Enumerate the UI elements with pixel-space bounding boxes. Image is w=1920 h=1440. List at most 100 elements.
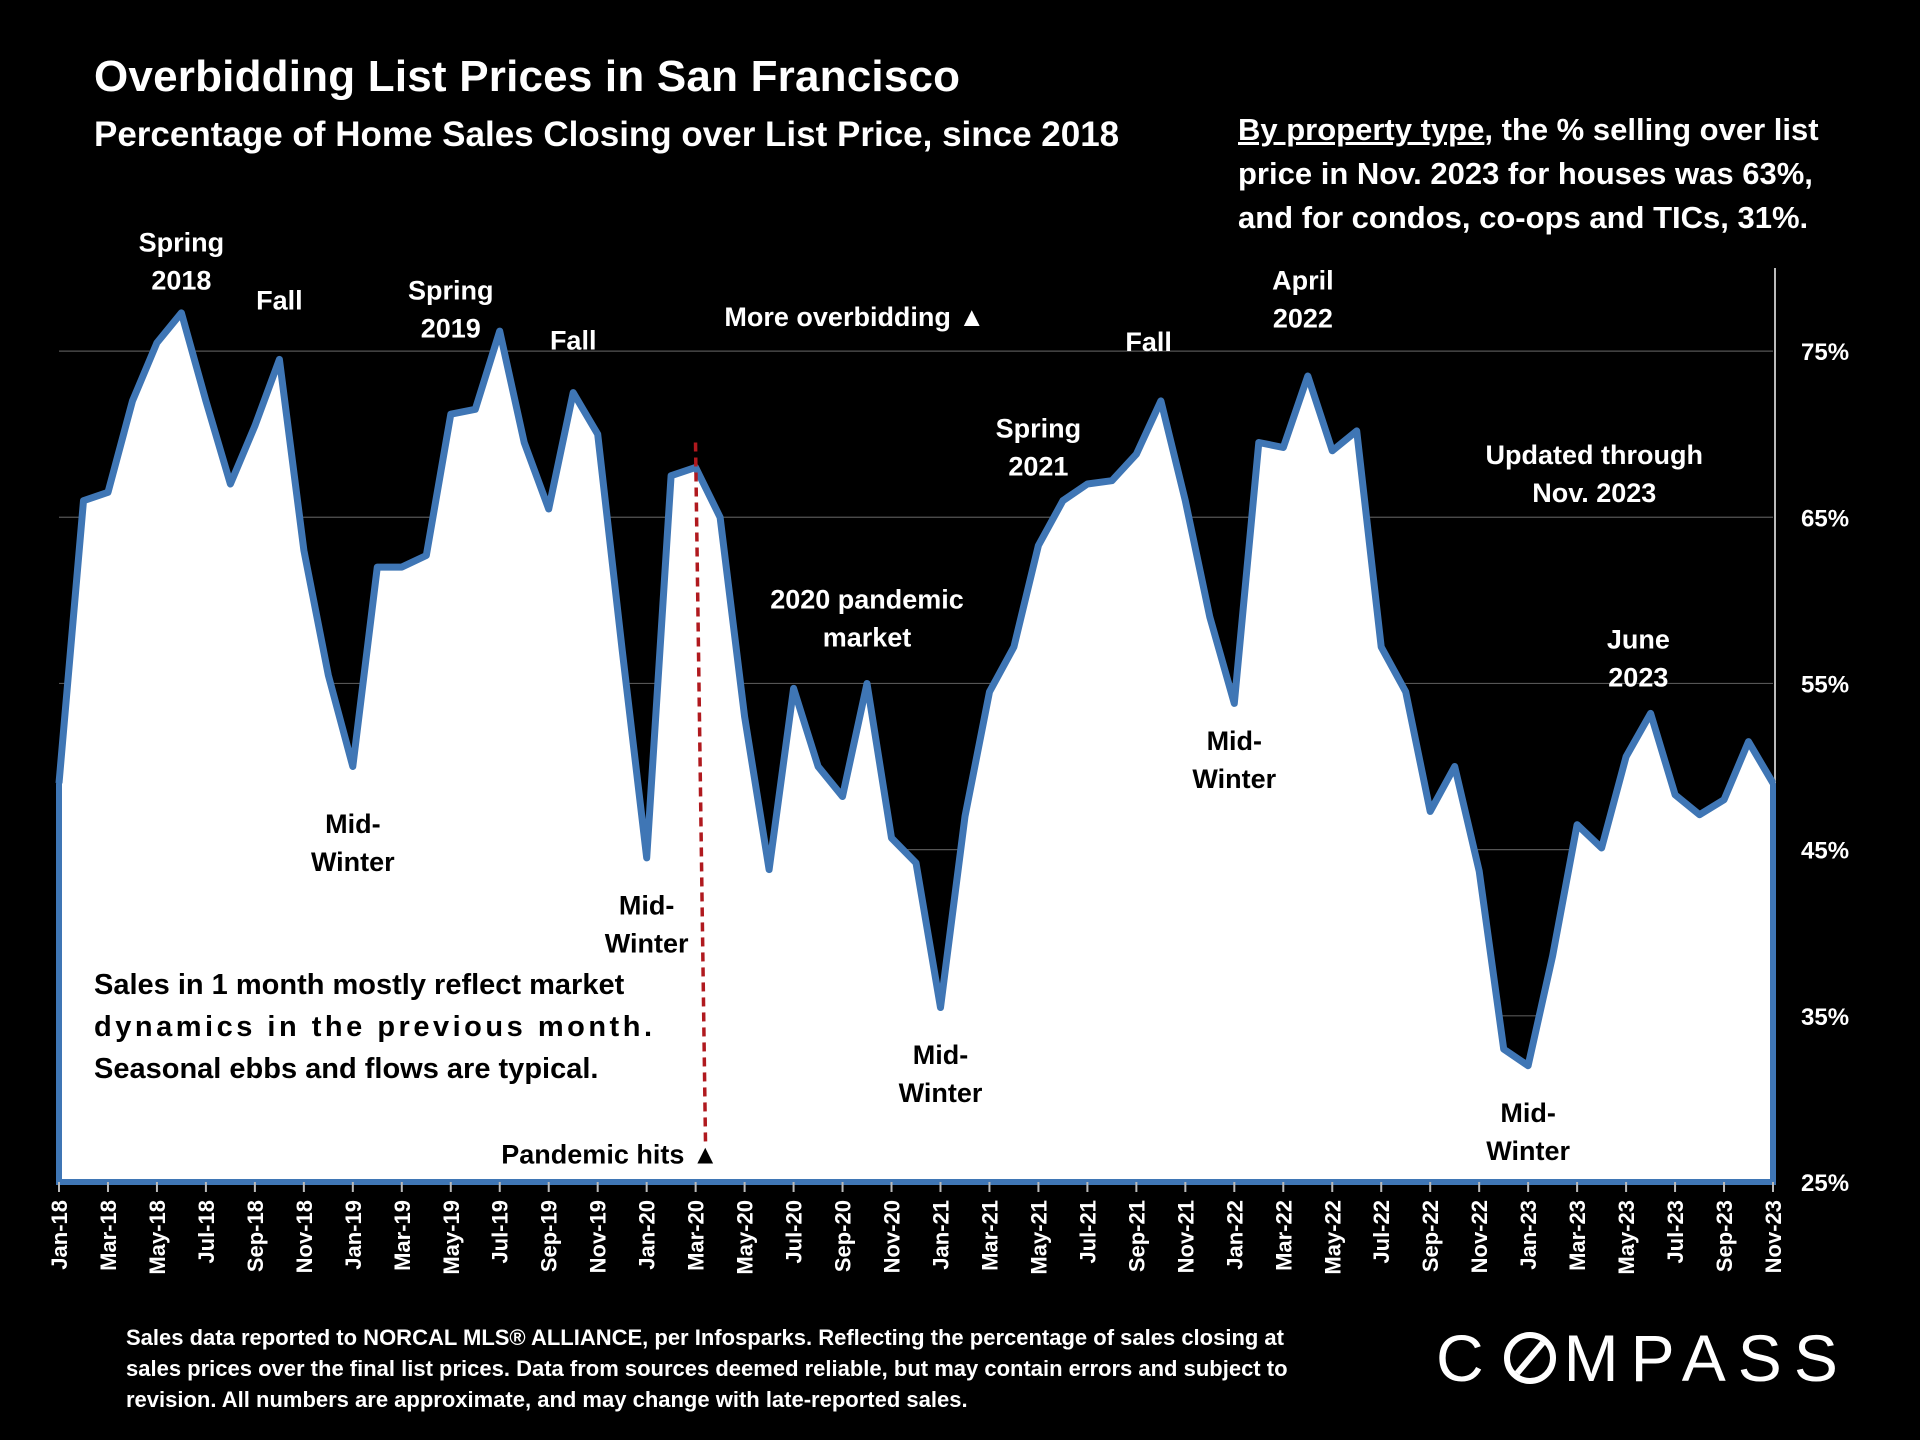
area-border	[56, 783, 1776, 1185]
market-note-line: dynamics in the previous month.	[94, 1011, 652, 1043]
compass-logo: C MPASS	[1436, 1320, 1850, 1396]
data-point	[570, 390, 576, 396]
annotation-label: Nov. 2023	[1532, 478, 1656, 508]
data-point	[644, 855, 650, 861]
data-point	[1256, 439, 1262, 445]
annotation-label: Updated through	[1486, 440, 1703, 470]
pandemic-line	[693, 442, 708, 1144]
data-point	[986, 689, 992, 695]
x-tick-label: Jan-21	[928, 1200, 953, 1270]
data-point	[178, 310, 184, 316]
data-point	[1525, 1063, 1531, 1069]
x-tick-label: Mar-20	[684, 1200, 709, 1271]
y-tick-label: 25%	[1801, 1170, 1849, 1197]
market-note-line: Seasonal ebbs and flows are typical.	[94, 1053, 598, 1085]
data-point	[889, 835, 895, 841]
more-overbidding-label: More overbidding ▲	[724, 302, 985, 332]
x-tick-label: Jul-21	[1075, 1200, 1100, 1264]
x-tick-label: Nov-22	[1467, 1200, 1492, 1273]
data-point	[129, 398, 135, 404]
data-point	[546, 506, 552, 512]
data-point	[80, 498, 86, 504]
annotation-label: Mid-	[913, 1040, 968, 1070]
x-tick-label: May-23	[1614, 1200, 1639, 1275]
data-point	[325, 672, 331, 678]
data-point	[1501, 1046, 1507, 1052]
x-tick-label: Mar-23	[1565, 1200, 1590, 1271]
x-tick-label: Sep-18	[243, 1200, 268, 1272]
annotation-label: 2023	[1608, 663, 1668, 693]
data-point	[937, 1005, 943, 1011]
data-point	[815, 764, 821, 770]
data-point	[472, 406, 478, 412]
x-tick-label: Jan-18	[47, 1200, 72, 1270]
y-tick-label: 75%	[1801, 339, 1849, 366]
annotation-label: Mid-	[1207, 726, 1262, 756]
x-tick-label: Nov-21	[1173, 1200, 1198, 1273]
x-tick-label: Sep-20	[831, 1200, 856, 1272]
data-point	[350, 764, 356, 770]
pandemic-hits-label: Pandemic hits ▲	[501, 1140, 718, 1170]
data-point	[1329, 448, 1335, 454]
data-point	[276, 356, 282, 362]
data-point	[1746, 739, 1752, 745]
data-point	[56, 780, 62, 786]
annotation-label: Winter	[1192, 764, 1276, 794]
data-point	[864, 680, 870, 686]
x-tick-label: Mar-21	[977, 1200, 1002, 1271]
x-tick-label: Sep-23	[1712, 1200, 1737, 1272]
data-point	[154, 340, 160, 346]
annotation-label: June	[1607, 625, 1670, 655]
source-footnote: Sales data reported to NORCAL MLS® ALLIA…	[126, 1325, 1288, 1412]
data-point	[1109, 478, 1115, 484]
data-point	[1084, 481, 1090, 487]
data-point	[1354, 428, 1360, 434]
x-tick-label: Jul-22	[1369, 1200, 1394, 1264]
data-point	[1697, 812, 1703, 818]
data-point	[840, 793, 846, 799]
x-tick-label: May-20	[733, 1200, 758, 1275]
data-point	[1550, 953, 1556, 959]
x-tick-label: Sep-22	[1418, 1200, 1443, 1272]
data-point	[766, 867, 772, 873]
x-tick-label: May-18	[145, 1200, 170, 1275]
x-tick-label: Jan-19	[341, 1200, 366, 1270]
property-type-link-text: By property type	[1238, 112, 1485, 147]
data-point	[1305, 373, 1311, 379]
compass-o-icon	[1503, 1332, 1556, 1384]
annotation-label: 2019	[421, 314, 481, 344]
annotation-label: Winter	[1486, 1136, 1570, 1166]
data-point	[962, 813, 968, 819]
annotation-label: Mid-	[619, 890, 674, 920]
data-point	[1011, 644, 1017, 650]
x-tick-label: May-21	[1026, 1200, 1051, 1275]
data-point	[227, 481, 233, 487]
annotation-label: 2020 pandemic	[770, 585, 964, 615]
data-point	[423, 552, 429, 558]
data-point	[1648, 710, 1654, 716]
data-point	[742, 714, 748, 720]
annotation-label: 2022	[1273, 304, 1333, 334]
data-point	[1599, 845, 1605, 851]
annotation-label: 2021	[1008, 452, 1068, 482]
x-tick-label: May-19	[439, 1200, 464, 1275]
annotation-label: 2018	[151, 265, 211, 295]
data-point	[521, 439, 527, 445]
x-tick-label: Jan-22	[1222, 1200, 1247, 1270]
logo-letters-start: C	[1436, 1321, 1496, 1395]
data-point	[448, 411, 454, 417]
data-point	[105, 489, 111, 495]
data-point	[1403, 689, 1409, 695]
data-point	[497, 328, 503, 334]
annotation-label: Mid-	[1500, 1098, 1555, 1128]
y-tick-label: 65%	[1801, 505, 1849, 532]
x-tick-label: Mar-19	[390, 1200, 415, 1271]
y-tick-label: 35%	[1801, 1004, 1849, 1031]
data-point	[913, 860, 919, 866]
property-type-note: By property type, the % selling over lis…	[1238, 108, 1858, 240]
data-point	[1623, 754, 1629, 760]
x-tick-label: Jul-19	[488, 1200, 513, 1264]
data-point	[1574, 822, 1580, 828]
x-tick-label: May-22	[1320, 1200, 1345, 1275]
data-point	[1672, 792, 1678, 798]
